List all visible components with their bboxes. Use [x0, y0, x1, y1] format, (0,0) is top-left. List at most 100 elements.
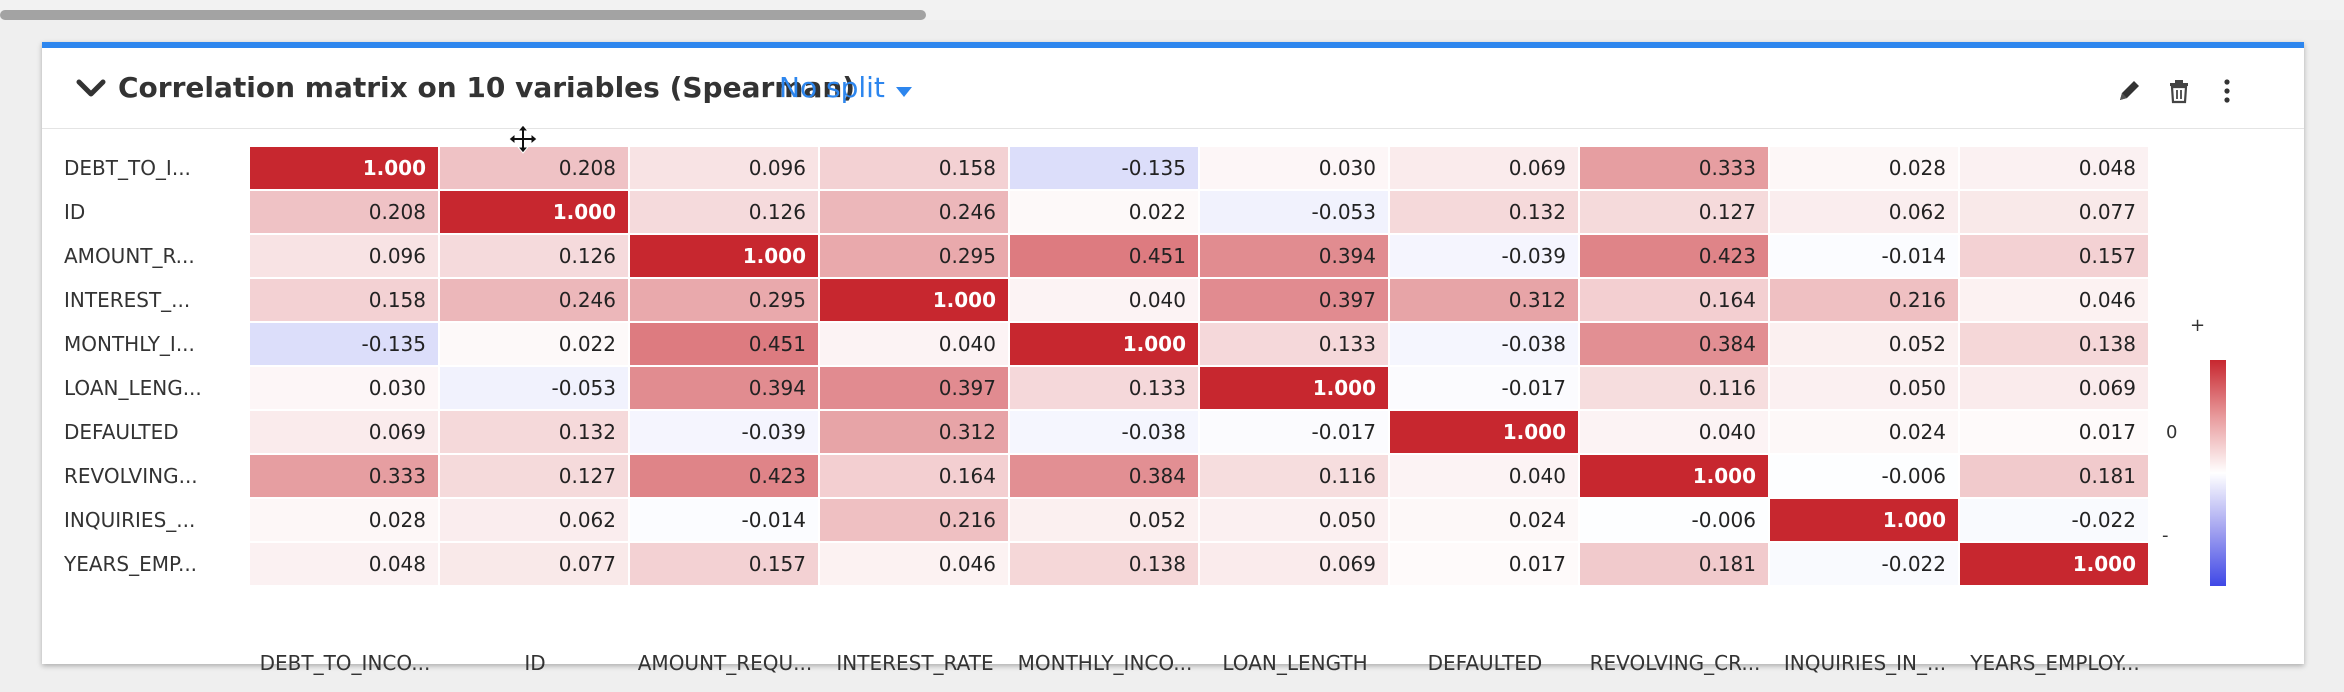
matrix-cell[interactable]: 0.394	[630, 367, 818, 409]
matrix-cell[interactable]: -0.014	[630, 499, 818, 541]
matrix-cell[interactable]: 1.000	[440, 191, 628, 233]
matrix-cell[interactable]: 0.028	[1770, 147, 1958, 189]
matrix-cell[interactable]: 1.000	[1200, 367, 1388, 409]
matrix-cell[interactable]: 0.423	[630, 455, 818, 497]
more-vertical-icon[interactable]	[2214, 78, 2240, 104]
matrix-cell[interactable]: 0.138	[1960, 323, 2148, 365]
matrix-cell[interactable]: 0.022	[1010, 191, 1198, 233]
matrix-cell[interactable]: 0.208	[250, 191, 438, 233]
matrix-cell[interactable]: -0.039	[1390, 235, 1578, 277]
matrix-cell[interactable]: -0.053	[440, 367, 628, 409]
matrix-cell[interactable]: -0.017	[1200, 411, 1388, 453]
matrix-cell[interactable]: 0.208	[440, 147, 628, 189]
matrix-cell[interactable]: 0.295	[820, 235, 1008, 277]
matrix-cell[interactable]: -0.039	[630, 411, 818, 453]
matrix-cell[interactable]: 0.423	[1580, 235, 1768, 277]
matrix-cell[interactable]: 0.030	[250, 367, 438, 409]
matrix-cell[interactable]: -0.135	[250, 323, 438, 365]
matrix-cell[interactable]: 1.000	[1580, 455, 1768, 497]
matrix-cell[interactable]: 0.333	[1580, 147, 1768, 189]
matrix-cell[interactable]: -0.053	[1200, 191, 1388, 233]
matrix-cell[interactable]: 0.384	[1010, 455, 1198, 497]
matrix-cell[interactable]: 0.246	[440, 279, 628, 321]
matrix-cell[interactable]: 0.048	[1960, 147, 2148, 189]
matrix-cell[interactable]: 0.050	[1200, 499, 1388, 541]
matrix-cell[interactable]: -0.038	[1390, 323, 1578, 365]
matrix-cell[interactable]: 0.096	[630, 147, 818, 189]
matrix-cell[interactable]: 0.062	[440, 499, 628, 541]
matrix-cell[interactable]: 0.384	[1580, 323, 1768, 365]
matrix-cell[interactable]: 0.096	[250, 235, 438, 277]
matrix-cell[interactable]: 0.069	[1200, 543, 1388, 585]
matrix-cell[interactable]: 0.397	[1200, 279, 1388, 321]
matrix-cell[interactable]: 0.052	[1770, 323, 1958, 365]
matrix-cell[interactable]: 0.312	[820, 411, 1008, 453]
matrix-cell[interactable]: 0.138	[1010, 543, 1198, 585]
matrix-cell[interactable]: 0.246	[820, 191, 1008, 233]
matrix-cell[interactable]: 0.017	[1390, 543, 1578, 585]
matrix-cell[interactable]: 0.024	[1770, 411, 1958, 453]
matrix-cell[interactable]: 1.000	[820, 279, 1008, 321]
matrix-cell[interactable]: 1.000	[1770, 499, 1958, 541]
matrix-cell[interactable]: 0.116	[1200, 455, 1388, 497]
matrix-cell[interactable]: 0.216	[1770, 279, 1958, 321]
matrix-cell[interactable]: 0.126	[630, 191, 818, 233]
matrix-cell[interactable]: 0.062	[1770, 191, 1958, 233]
matrix-cell[interactable]: 0.451	[630, 323, 818, 365]
matrix-cell[interactable]: 0.050	[1770, 367, 1958, 409]
matrix-cell[interactable]: 0.116	[1580, 367, 1768, 409]
matrix-cell[interactable]: 0.127	[440, 455, 628, 497]
matrix-cell[interactable]: 0.048	[250, 543, 438, 585]
scrollbar-thumb[interactable]	[0, 10, 926, 20]
matrix-cell[interactable]: 0.216	[820, 499, 1008, 541]
matrix-cell[interactable]: 0.295	[630, 279, 818, 321]
matrix-cell[interactable]: -0.006	[1580, 499, 1768, 541]
matrix-cell[interactable]: 0.181	[1960, 455, 2148, 497]
matrix-cell[interactable]: -0.022	[1770, 543, 1958, 585]
horizontal-scrollbar[interactable]	[0, 0, 2344, 20]
matrix-cell[interactable]: 0.069	[250, 411, 438, 453]
matrix-cell[interactable]: 0.040	[1390, 455, 1578, 497]
matrix-cell[interactable]: 0.077	[1960, 191, 2148, 233]
matrix-cell[interactable]: -0.017	[1390, 367, 1578, 409]
matrix-cell[interactable]: 0.164	[820, 455, 1008, 497]
matrix-cell[interactable]: 0.397	[820, 367, 1008, 409]
matrix-cell[interactable]: 0.069	[1390, 147, 1578, 189]
matrix-cell[interactable]: 0.133	[1200, 323, 1388, 365]
matrix-cell[interactable]: 0.046	[1960, 279, 2148, 321]
matrix-cell[interactable]: 0.451	[1010, 235, 1198, 277]
matrix-cell[interactable]: 0.028	[250, 499, 438, 541]
matrix-cell[interactable]: 1.000	[630, 235, 818, 277]
matrix-cell[interactable]: 1.000	[250, 147, 438, 189]
matrix-cell[interactable]: -0.006	[1770, 455, 1958, 497]
matrix-cell[interactable]: 0.164	[1580, 279, 1768, 321]
split-dropdown[interactable]: No split	[779, 66, 913, 110]
matrix-cell[interactable]: 0.040	[1010, 279, 1198, 321]
matrix-cell[interactable]: 0.077	[440, 543, 628, 585]
trash-icon[interactable]	[2166, 78, 2192, 104]
matrix-cell[interactable]: 0.333	[250, 455, 438, 497]
matrix-cell[interactable]: -0.038	[1010, 411, 1198, 453]
matrix-cell[interactable]: 0.022	[440, 323, 628, 365]
matrix-cell[interactable]: 0.046	[820, 543, 1008, 585]
matrix-cell[interactable]: 0.126	[440, 235, 628, 277]
matrix-cell[interactable]: 0.181	[1580, 543, 1768, 585]
matrix-cell[interactable]: 0.024	[1390, 499, 1578, 541]
matrix-cell[interactable]: -0.014	[1770, 235, 1958, 277]
matrix-cell[interactable]: 0.040	[820, 323, 1008, 365]
matrix-cell[interactable]: 0.030	[1200, 147, 1388, 189]
matrix-cell[interactable]: 0.040	[1580, 411, 1768, 453]
matrix-cell[interactable]: 0.132	[440, 411, 628, 453]
matrix-cell[interactable]: 0.132	[1390, 191, 1578, 233]
matrix-cell[interactable]: 1.000	[1010, 323, 1198, 365]
matrix-cell[interactable]: 0.069	[1960, 367, 2148, 409]
pencil-icon[interactable]	[2116, 78, 2142, 104]
matrix-cell[interactable]: 0.127	[1580, 191, 1768, 233]
matrix-cell[interactable]: -0.135	[1010, 147, 1198, 189]
matrix-cell[interactable]: 1.000	[1960, 543, 2148, 585]
matrix-cell[interactable]: 0.052	[1010, 499, 1198, 541]
matrix-cell[interactable]: 0.133	[1010, 367, 1198, 409]
matrix-cell[interactable]: -0.022	[1960, 499, 2148, 541]
matrix-cell[interactable]: 1.000	[1390, 411, 1578, 453]
matrix-cell[interactable]: 0.312	[1390, 279, 1578, 321]
